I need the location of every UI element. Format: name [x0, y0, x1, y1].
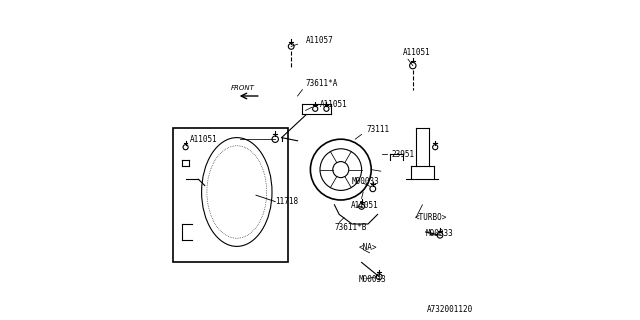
Text: <TURBO>: <TURBO> — [415, 213, 447, 222]
Text: A11051: A11051 — [351, 201, 378, 210]
Text: 73611*A: 73611*A — [306, 79, 338, 88]
Text: A732001120: A732001120 — [428, 305, 474, 314]
Text: 73111: 73111 — [366, 125, 390, 134]
Bar — [173, 128, 288, 262]
Text: <NA>: <NA> — [358, 244, 377, 252]
Text: A11051: A11051 — [190, 135, 218, 144]
Text: M00033: M00033 — [358, 276, 386, 284]
Text: M00033: M00033 — [352, 177, 380, 186]
Text: A11051: A11051 — [403, 48, 431, 57]
Text: FRONT: FRONT — [231, 85, 255, 91]
Text: M00033: M00033 — [426, 229, 453, 238]
Text: 11718: 11718 — [275, 197, 298, 206]
Text: A11057: A11057 — [306, 36, 333, 44]
Text: A11051: A11051 — [320, 100, 348, 108]
Text: 23951: 23951 — [391, 150, 414, 159]
Text: 73611*B: 73611*B — [334, 223, 367, 232]
